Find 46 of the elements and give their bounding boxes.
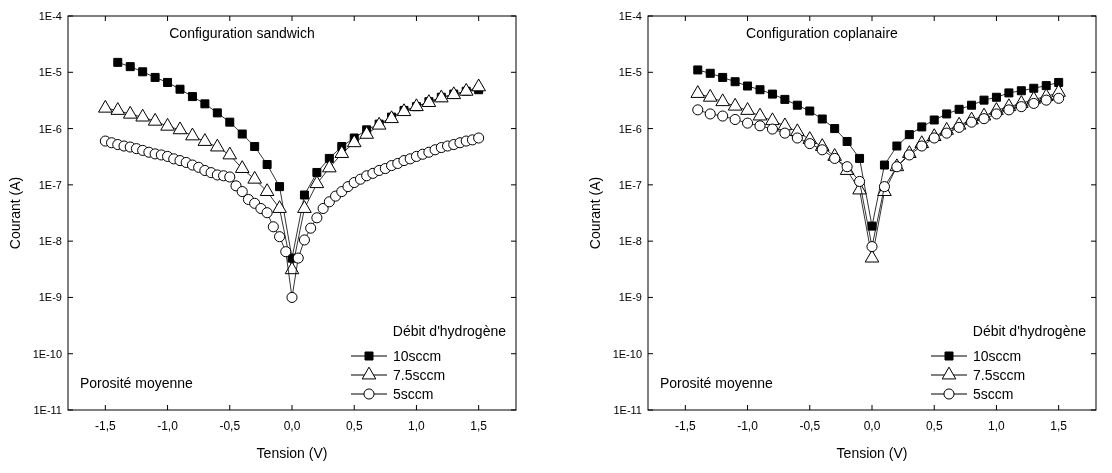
legend-label: 5sccm (973, 386, 1014, 402)
legend-label: 10sccm (973, 348, 1022, 364)
x-axis-title: Tension (V) (836, 445, 908, 461)
y-tick-label: 1E-5 (38, 66, 62, 79)
text: Configuration coplanaire (746, 25, 899, 41)
legend-label: 10sccm (393, 348, 442, 364)
y-tick-label: 1E-4 (38, 10, 62, 22)
y-tick-label: 1E-10 (32, 347, 62, 360)
y-tick-label: 1E-9 (618, 291, 642, 304)
y-tick-label: 1E-6 (38, 122, 62, 135)
text: Configuration sandwich (169, 25, 315, 41)
x-tick-label: -1,5 (674, 419, 696, 433)
annotation: Porosité moyenne (660, 375, 774, 391)
x-tick-label: -0,5 (219, 419, 241, 433)
legend-title: Débit d'hydrogène (972, 323, 1087, 339)
x-tick-label: 0,5 (925, 419, 943, 433)
x-tick-label: 1,0 (408, 419, 426, 433)
y-tick-label: 1E-11 (613, 404, 642, 416)
annotation: Porosité moyenne (80, 375, 194, 391)
x-tick-label: -0,5 (799, 419, 821, 433)
y-tick-label: 1E-9 (38, 291, 62, 304)
y-axis-title: Courant (A) (7, 176, 23, 250)
y-tick-label: 1E-8 (618, 235, 642, 248)
y-axis-title: Courant (A) (587, 176, 603, 250)
x-tick-label: 1,5 (1050, 419, 1068, 433)
x-tick-label: -1,5 (94, 419, 116, 433)
x-tick-label: 0,0 (863, 419, 881, 433)
y-tick-label: 1E-5 (618, 66, 642, 79)
legend-label: 5sccm (393, 386, 434, 402)
x-tick-label: -1,0 (157, 419, 179, 433)
legend-label: 7.5sccm (393, 367, 446, 383)
y-tick-label: 1E-7 (38, 178, 62, 191)
x-tick-label: 1,5 (470, 419, 488, 433)
legend-title: Débit d'hydrogène (392, 323, 507, 339)
x-axis-title: Tension (V) (256, 445, 328, 461)
y-tick-label: 1E-7 (618, 178, 642, 191)
y-tick-label: 1E-4 (618, 10, 642, 22)
y-tick-label: 1E-10 (612, 347, 642, 360)
legend-label: 7.5sccm (973, 367, 1026, 383)
y-tick-label: 1E-11 (33, 404, 62, 416)
x-tick-label: -1,0 (737, 419, 759, 433)
x-tick-label: 0,0 (283, 419, 301, 433)
x-tick-label: 0,5 (345, 419, 363, 433)
x-tick-label: 1,0 (988, 419, 1006, 433)
y-tick-label: 1E-8 (38, 235, 62, 248)
y-tick-label: 1E-6 (618, 122, 642, 135)
